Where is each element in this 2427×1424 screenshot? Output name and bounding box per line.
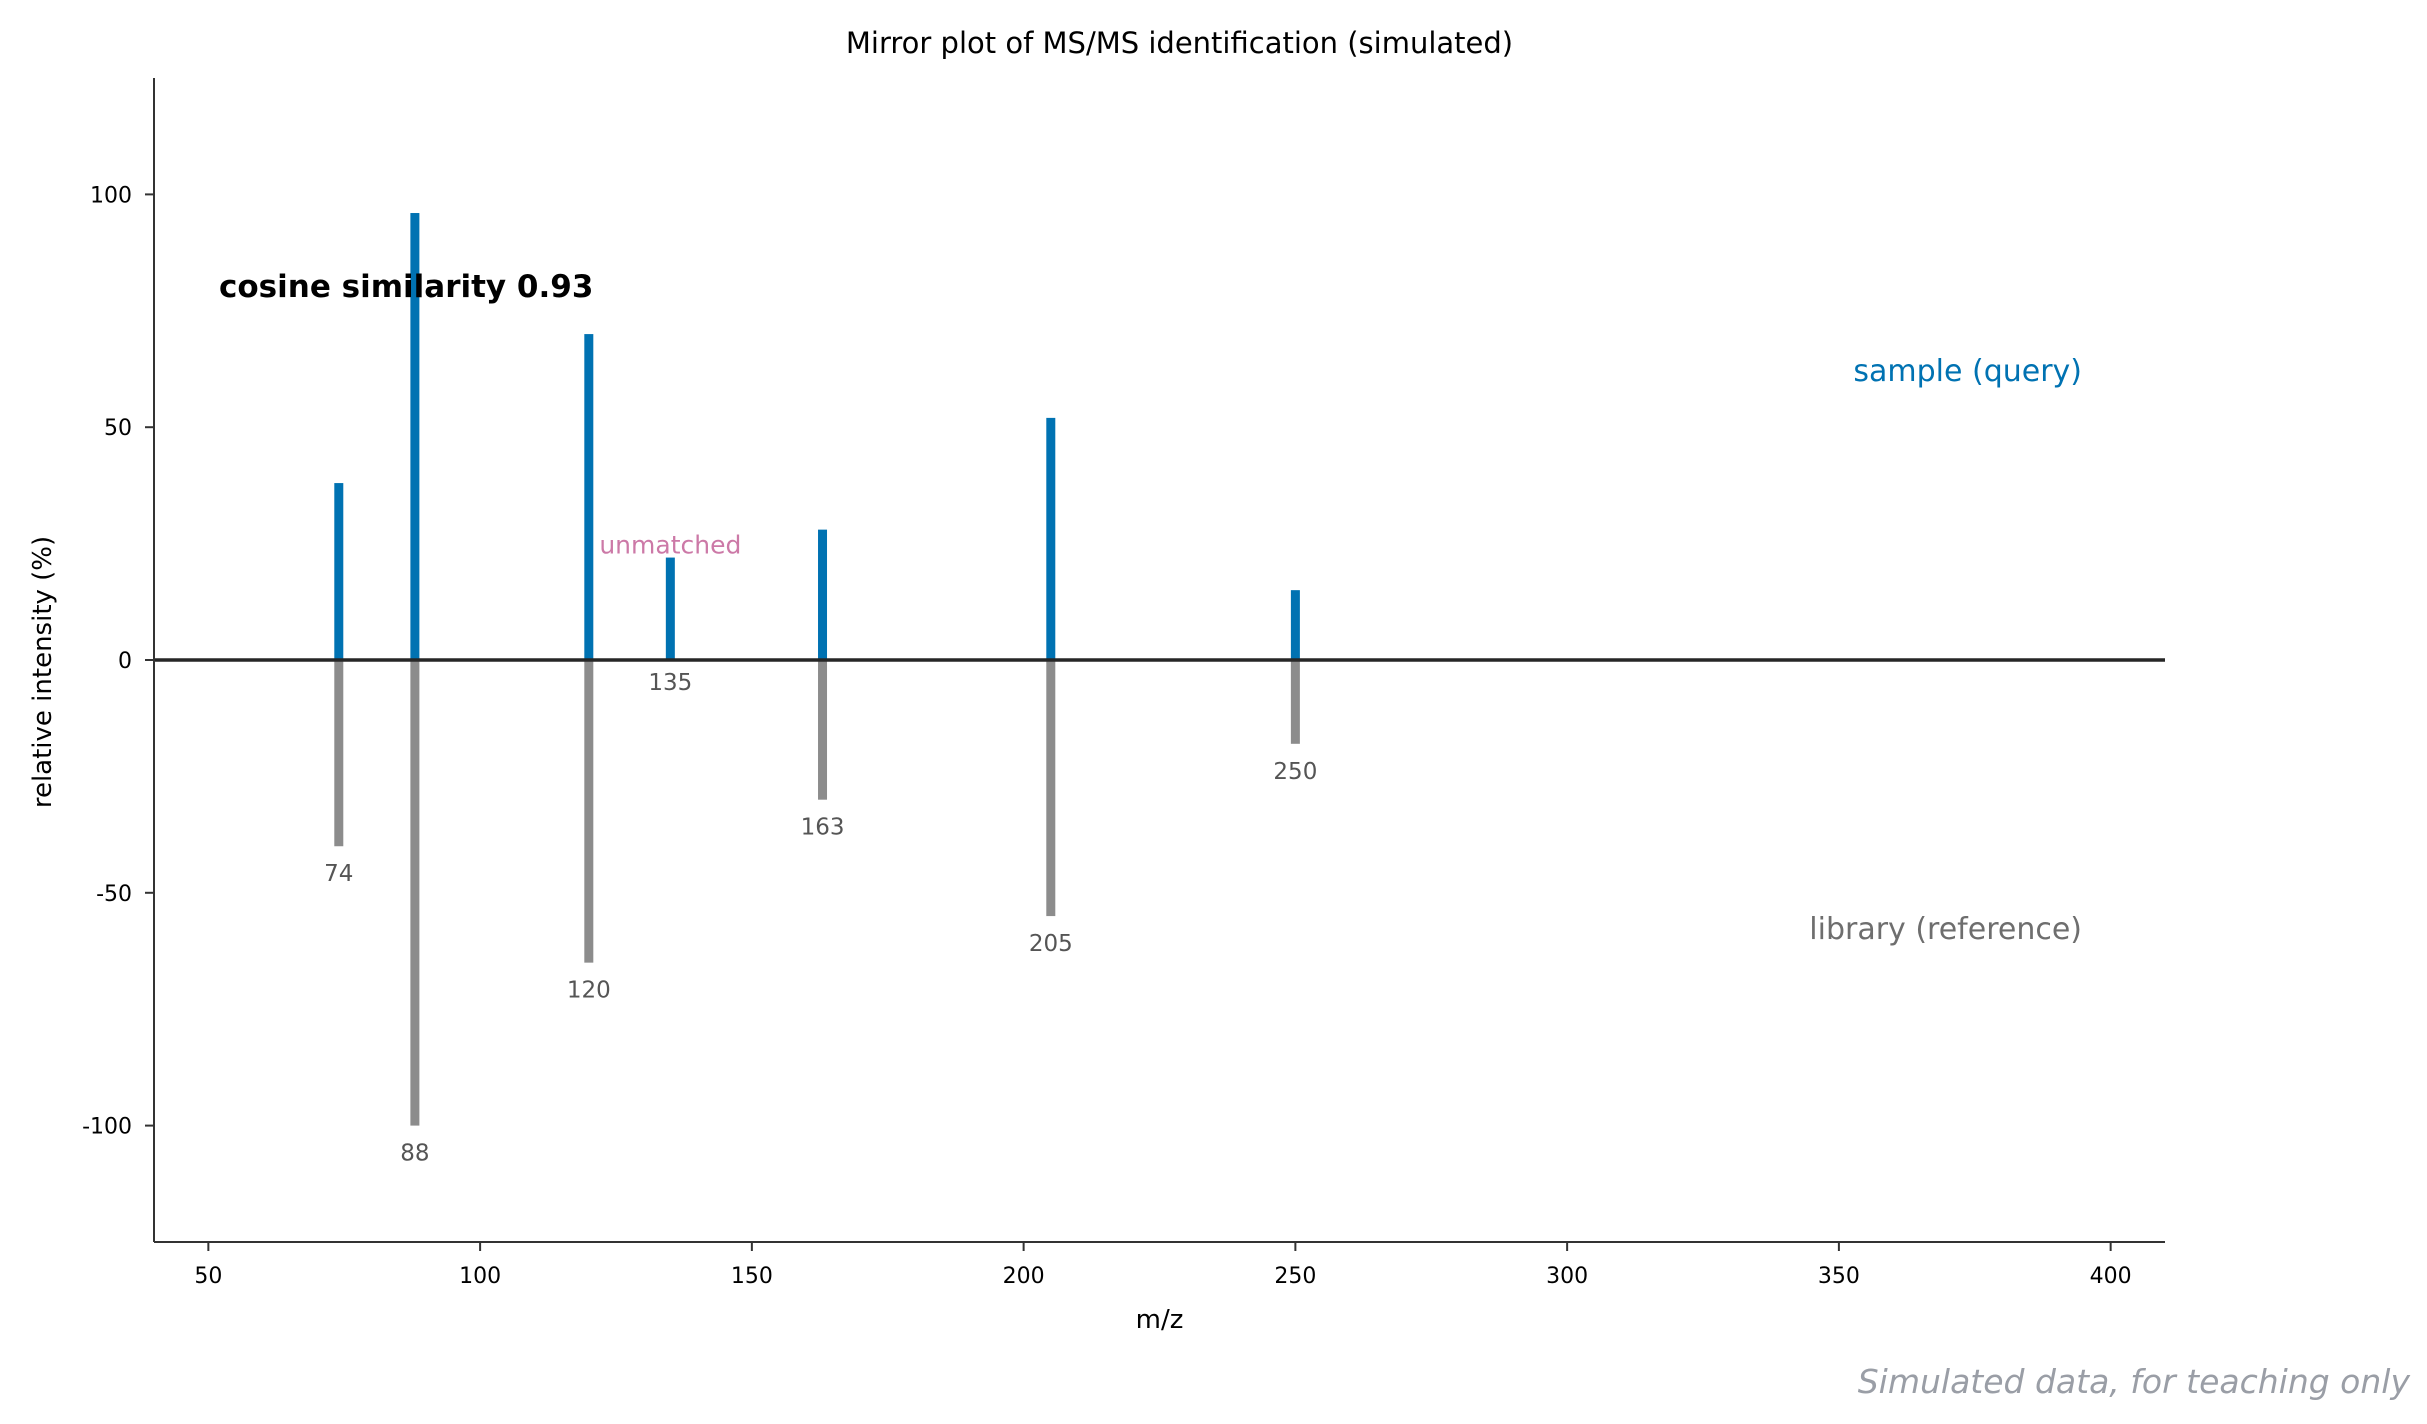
- peak-label-74: 74: [324, 861, 353, 887]
- library-peak-120: [584, 660, 594, 963]
- y-tick-label--100: -100: [82, 1115, 132, 1140]
- unmatched-annotation: unmatched: [599, 531, 741, 560]
- x-tick-label-250: 250: [1274, 1264, 1316, 1289]
- x-tick-label-100: 100: [459, 1264, 501, 1289]
- y-tick-label--50: -50: [96, 882, 132, 907]
- peak-label-135: 135: [648, 670, 692, 696]
- chart-title: Mirror plot of MS/MS identification (sim…: [846, 26, 1513, 60]
- sample-peak-135: [665, 557, 675, 660]
- legend-library-reference: library (reference): [1809, 912, 2082, 947]
- sample-peak-250: [1290, 590, 1300, 660]
- sample-peak-74: [334, 483, 344, 660]
- y-axis-ticks: 100 50 0 -50 -100: [82, 183, 154, 1140]
- sample-peak-88: [410, 213, 420, 661]
- sample-peak-163: [818, 529, 828, 660]
- y-tick-label-50: 50: [104, 416, 132, 441]
- library-peak-205: [1046, 660, 1056, 917]
- x-tick-label-400: 400: [2090, 1264, 2132, 1289]
- peak-label-88: 88: [400, 1141, 429, 1167]
- peak-labels: 74 88 120 163 205 250 135: [324, 670, 1317, 1167]
- x-axis-ticks: 50 100 150 200 250 300 350 400: [194, 1242, 2132, 1289]
- y-tick-label-0: 0: [118, 649, 132, 674]
- peak-label-163: 163: [801, 815, 845, 841]
- x-axis-title: m/z: [1136, 1305, 1184, 1335]
- sample-peak-120: [584, 334, 594, 660]
- y-axis-title: relative intensity (%): [28, 536, 58, 808]
- library-peak-74: [334, 660, 344, 847]
- library-peak-163: [818, 660, 828, 800]
- library-peak-250: [1290, 660, 1300, 744]
- library-peak-88: [410, 660, 420, 1126]
- x-tick-label-350: 350: [1818, 1264, 1860, 1289]
- peak-label-250: 250: [1273, 759, 1317, 785]
- x-tick-label-300: 300: [1546, 1264, 1588, 1289]
- footnote: Simulated data, for teaching only: [1858, 1362, 2411, 1401]
- legend-sample-query: sample (query): [1853, 354, 2082, 389]
- sample-peak-205: [1046, 417, 1056, 660]
- peak-label-120: 120: [567, 978, 611, 1004]
- x-tick-label-200: 200: [1003, 1264, 1045, 1289]
- peak-label-205: 205: [1029, 931, 1073, 957]
- y-tick-label-100: 100: [90, 183, 132, 208]
- cosine-similarity-annotation: cosine similarity 0.93: [219, 269, 593, 305]
- peaks-layer: [334, 213, 1300, 1126]
- x-tick-label-50: 50: [194, 1264, 222, 1289]
- x-tick-label-150: 150: [731, 1264, 773, 1289]
